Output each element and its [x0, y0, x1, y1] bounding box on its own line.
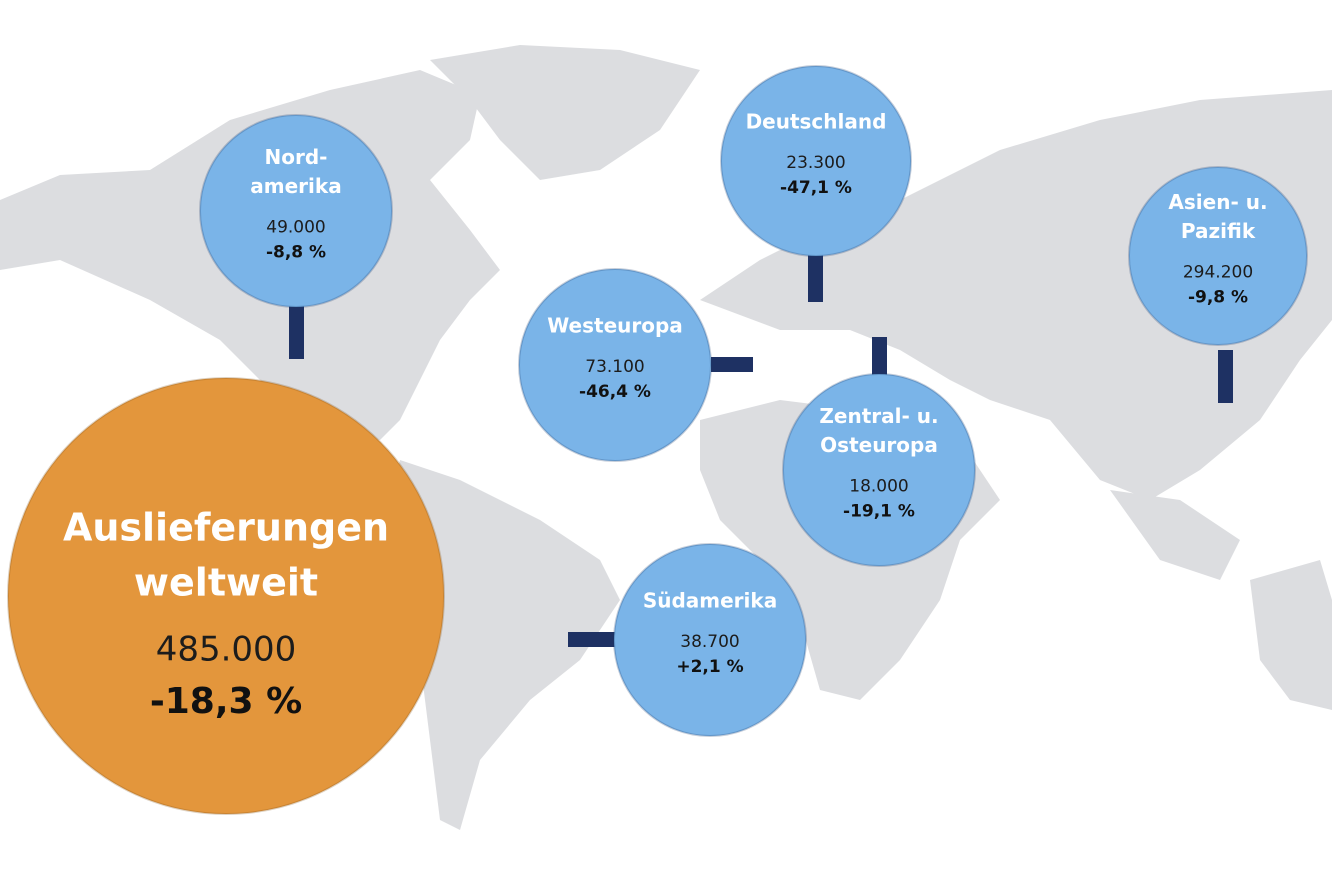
connector [1218, 350, 1233, 403]
region-name: amerika [250, 174, 341, 198]
region-name: Westeuropa [547, 314, 683, 338]
region-value: 38.700 [680, 632, 739, 652]
connector [872, 337, 887, 376]
region-change: +2,1 % [676, 657, 743, 677]
region-circle [613, 543, 807, 737]
region-name: Nord- [265, 145, 328, 169]
region-change: -46,4 % [579, 382, 651, 402]
region-change: -8,8 % [266, 243, 326, 263]
connector [711, 357, 753, 372]
total-title: Auslieferungen [63, 506, 389, 550]
region-name: Südamerika [643, 589, 777, 613]
connector [568, 632, 616, 647]
region-circle [782, 373, 976, 567]
total-title: weltweit [134, 561, 318, 605]
region-value: 73.100 [585, 357, 644, 377]
connector [808, 254, 823, 302]
region-name: Pazifik [1181, 219, 1256, 243]
region-change: -9,8 % [1188, 288, 1248, 308]
region-change: -47,1 % [780, 178, 852, 198]
total-change: -18,3 % [150, 681, 302, 722]
region-value: 23.300 [786, 153, 845, 173]
region-circle [518, 268, 712, 462]
region-circle [720, 65, 912, 257]
connectors [289, 254, 1233, 647]
total-value: 485.000 [156, 630, 297, 670]
region-circle [1128, 166, 1308, 346]
region-name: Deutschland [746, 110, 887, 134]
total-circle [7, 377, 445, 815]
region-name: Asien- u. [1168, 190, 1267, 214]
region-value: 49.000 [266, 218, 325, 238]
region-value: 294.200 [1183, 263, 1253, 283]
region-value: 18.000 [849, 477, 908, 497]
connector [289, 305, 304, 359]
region-name: Zentral- u. [819, 404, 938, 428]
region-change: -19,1 % [843, 502, 915, 522]
region-name: Osteuropa [820, 433, 938, 457]
region-circle [199, 114, 393, 308]
